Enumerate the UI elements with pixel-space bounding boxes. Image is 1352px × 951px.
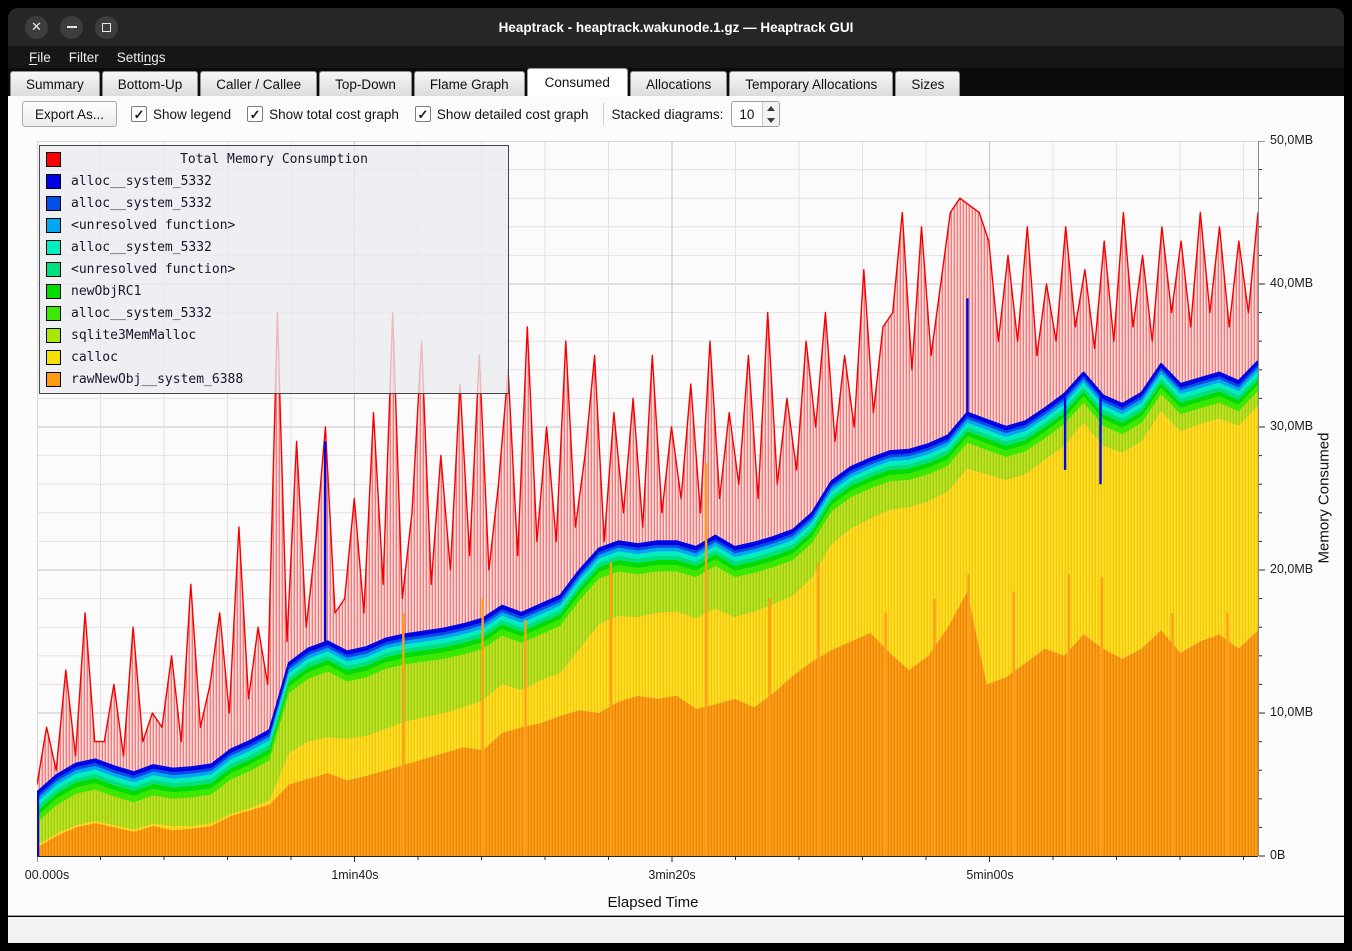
legend-label: alloc__system_5332 [71,239,212,255]
legend-label: alloc__system_5332 [71,173,212,189]
legend-swatch [46,327,61,343]
tab-caller-callee[interactable]: Caller / Callee [200,71,318,96]
x-tick-label: 5min00s [966,868,1014,882]
checkbox-box: ✓ [247,106,264,122]
legend-item: <unresolved function> [40,258,508,280]
legend-label: <unresolved function> [71,217,236,233]
x-tick-label: 1min40s [331,868,379,882]
legend-item: rawNewObj__system_6388 [40,368,508,390]
legend-label: alloc__system_5332 [71,305,212,321]
minimize-button[interactable] [60,15,83,39]
legend-title: Total Memory Consumption [180,151,368,167]
legend-label: alloc__system_5332 [71,195,212,211]
stacked-diagrams-spinbox[interactable]: 10 [731,101,781,127]
x-axis-title: Elapsed Time [607,894,699,911]
export-as-button[interactable]: Export As... [22,101,118,127]
toolbar: Export As... ✓ Show legend ✓ Show total cos… [8,96,1344,132]
toolbar-separator [602,103,604,125]
checkbox-show-detailed-cost-graph[interactable]: ✓ Show detailed cost graph [414,106,589,122]
y-tick-label: 0B [1270,848,1286,862]
tab-flame-graph[interactable]: Flame Graph [413,71,525,96]
tab-allocations[interactable]: Allocations [629,71,728,96]
tab-bar: Summary Bottom-Up Caller / Callee Top-Down F… [8,68,1344,96]
legend-label: newObjRC1 [71,283,142,299]
checkbox-group: ✓ Show legend ✓ Show total cost graph ✓ Show … [131,106,589,122]
legend-label: calloc [71,349,118,365]
legend-swatch [46,195,61,211]
checkbox-box: ✓ [131,106,148,122]
legend-swatch [46,283,61,299]
memory-consumption-chart[interactable] [36,140,1269,863]
legend-label: sqlite3MemMalloc [71,327,197,343]
tab-consumed[interactable]: Consumed [526,68,628,96]
legend-swatch [46,217,61,233]
y-tick-label: 50,0MB [1270,133,1314,147]
spin-up-button[interactable] [763,102,779,114]
minimize-icon [66,26,77,28]
maximize-icon [102,22,111,32]
menu-file[interactable]: File [29,49,51,65]
legend-item: newObjRC1 [40,280,508,302]
menu-settings[interactable]: Settings [116,49,166,65]
x-tick-label: 3min20s [648,868,696,882]
checkbox-label: Show detailed cost graph [436,106,589,122]
y-tick-label: 20,0MB [1270,562,1314,576]
tab-sizes[interactable]: Sizes [895,71,961,96]
legend-swatch [46,305,61,321]
chevron-up-icon [767,105,776,111]
legend-item: calloc [40,346,508,368]
checkbox-show-total-cost-graph[interactable]: ✓ Show total cost graph [247,106,399,122]
title-bar: ✕ Heaptrack - heaptrack.wakunode.1.gz — … [8,8,1344,46]
checkbox-label: Show legend [153,106,232,122]
legend-title-row: Total Memory Consumption [40,148,508,170]
legend-swatch [46,349,61,365]
y-tick-label: 30,0MB [1270,419,1314,433]
spinbox-value: 10 [739,106,755,122]
tab-top-down[interactable]: Top-Down [319,71,412,96]
stacked-diagrams-label: Stacked diagrams: [611,106,724,122]
legend-item: alloc__system_5332 [40,236,508,258]
legend-item: sqlite3MemMalloc [40,324,508,346]
tab-temporary-allocations[interactable]: Temporary Allocations [729,71,894,96]
checkbox-box: ✓ [414,106,431,122]
x-tick-label: 00.000s [24,868,70,882]
tab-summary[interactable]: Summary [10,71,100,96]
chart-area: Total Memory Consumption alloc__system_53… [8,132,1344,916]
legend-swatch [46,173,61,189]
y-tick-label: 10,0MB [1270,705,1314,719]
legend-item: alloc__system_5332 [40,302,508,324]
legend-swatch-total [46,151,61,167]
maximize-button[interactable] [95,15,118,39]
legend-swatch [46,261,61,277]
spin-down-button[interactable] [763,114,779,126]
y-axis-title: Memory Consumed [1315,432,1333,564]
window-title: Heaptrack - heaptrack.wakunode.1.gz — He… [498,19,854,35]
chart-legend: Total Memory Consumption alloc__system_53… [39,145,509,394]
window-bottom-strip [8,917,1344,943]
close-button[interactable]: ✕ [25,15,48,39]
legend-label: <unresolved function> [71,261,236,277]
legend-swatch [46,239,61,255]
chevron-down-icon [767,117,776,123]
legend-swatch [46,371,61,387]
legend-item: alloc__system_5332 [40,170,508,192]
y-tick-label: 40,0MB [1270,276,1314,290]
legend-item: <unresolved function> [40,214,508,236]
spinbox-arrows [762,102,780,126]
legend-label: rawNewObj__system_6388 [71,371,244,387]
tab-bottom-up[interactable]: Bottom-Up [101,71,199,96]
checkbox-show-legend[interactable]: ✓ Show legend [131,106,231,122]
menu-filter[interactable]: Filter [68,49,99,65]
legend-item: alloc__system_5332 [40,192,508,214]
checkbox-label: Show total cost graph [269,106,399,122]
menu-bar: File Filter Settings [8,46,1344,68]
